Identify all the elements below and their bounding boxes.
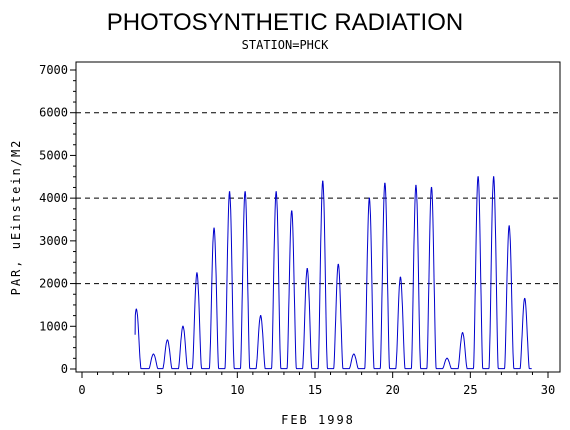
daily-peak-point <box>260 315 262 317</box>
daily-peak-point <box>152 353 155 355</box>
x-axis-label: FEB 1998 <box>281 413 355 427</box>
x-tick-label: 0 <box>78 383 85 397</box>
daily-peak-point <box>353 353 355 355</box>
daily-peak-point <box>384 182 386 184</box>
x-tick-label: 25 <box>463 383 477 397</box>
reference-lines <box>76 112 560 285</box>
daily-peak-point <box>461 332 464 334</box>
y-tick-label: 6000 <box>39 106 68 120</box>
daily-peak-point <box>196 272 198 274</box>
daily-peak-point <box>508 225 510 227</box>
daily-peak-point <box>166 339 169 341</box>
daily-peak-point <box>368 197 370 199</box>
y-tick-label: 0 <box>61 362 68 376</box>
x-tick-label: 10 <box>230 383 244 397</box>
y-tick-label: 2000 <box>39 277 68 291</box>
x-axis: 0 5 10 15 20 25 30 <box>78 372 555 397</box>
daily-peak-point <box>415 184 417 186</box>
x-tick-label: 30 <box>541 383 555 397</box>
daily-peak-point <box>291 210 293 212</box>
chart-title: PHOTOSYNTHETIC RADIATION <box>107 9 463 36</box>
y-axis: 0 1000 2000 3000 4000 5000 6000 7000 <box>39 63 76 376</box>
daily-peak-point <box>399 276 402 278</box>
y-tick-label: 1000 <box>39 319 68 333</box>
daily-peak-point <box>182 325 184 327</box>
daily-peak-point <box>213 227 215 229</box>
data-series <box>134 176 532 370</box>
par-series-line <box>134 176 532 370</box>
daily-peak-point <box>524 297 526 300</box>
daily-peak-point <box>430 186 433 189</box>
daily-peak-point <box>493 176 495 178</box>
daily-peak-point <box>135 308 137 310</box>
plot-frame <box>75 61 561 373</box>
daily-peak-point <box>244 191 246 193</box>
daily-peak-point <box>322 180 324 182</box>
daily-peak-point <box>228 191 231 193</box>
y-tick-label: 4000 <box>39 191 68 205</box>
x-tick-label: 15 <box>308 383 322 397</box>
chart-subtitle: STATION=PHCK <box>242 38 329 52</box>
daily-peak-point <box>477 176 479 178</box>
y-axis-label: PAR, uEinstein/M2 <box>9 139 23 296</box>
y-tick-label: 3000 <box>39 234 68 248</box>
daily-peak-point <box>337 263 339 265</box>
y-tick-label: 7000 <box>39 63 68 77</box>
y-tick-label: 5000 <box>39 148 68 162</box>
daily-peak-point <box>306 268 308 270</box>
daily-peak-point <box>275 191 277 193</box>
x-tick-label: 20 <box>385 383 399 397</box>
daily-peak-point <box>446 357 448 359</box>
x-tick-label: 5 <box>156 383 163 397</box>
